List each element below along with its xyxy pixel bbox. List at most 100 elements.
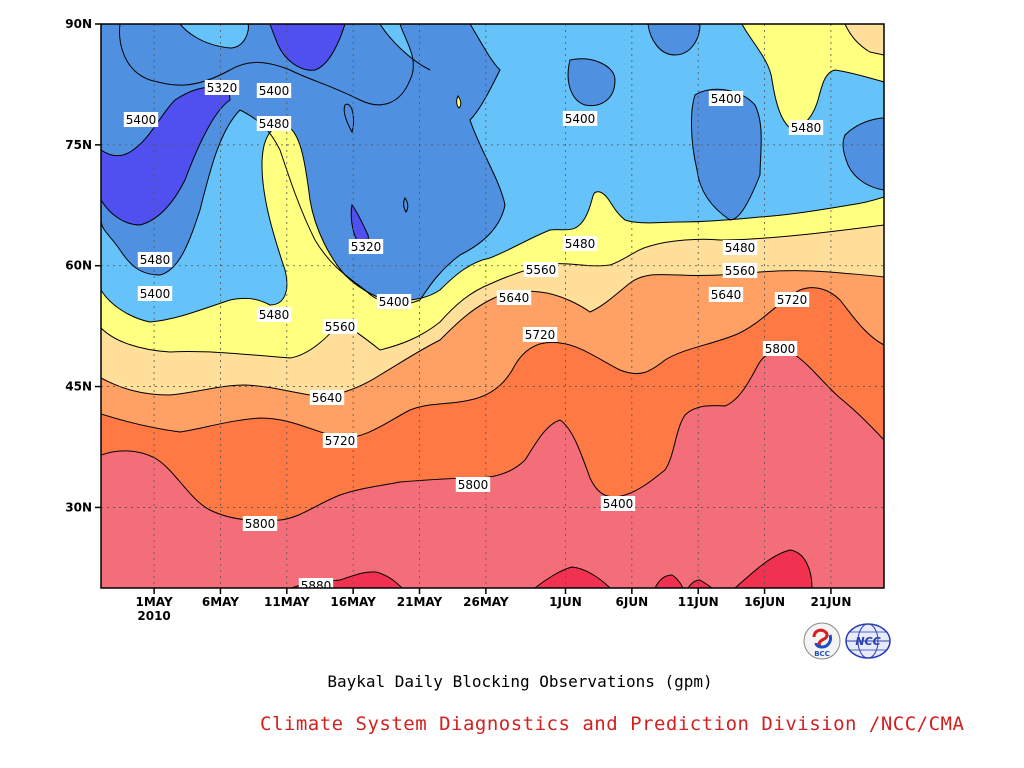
x-tick-label: 16JUN <box>744 595 785 609</box>
contour-label-text: 5720 <box>777 293 808 307</box>
band-above-5880 <box>292 550 812 588</box>
contour-label: 5400 <box>137 286 173 301</box>
contour-label: 5880 <box>298 578 334 593</box>
contour-fill-layers: 5400 5320 5400 5480 5400 5480 5400 5320 5400 5480… <box>101 24 884 593</box>
contour-label: 5480 <box>562 236 598 251</box>
contour-label-text: 5400 <box>259 84 290 98</box>
contour-label-bg <box>256 116 292 131</box>
contour-label-text: 5800 <box>458 478 489 492</box>
contour-label-bg <box>455 477 491 492</box>
contour-label-text: 5480 <box>565 237 596 251</box>
contour-label-text: 5480 <box>140 253 171 267</box>
contour-label-text: 5400 <box>126 113 157 127</box>
ncc-logo-text: NCC <box>855 635 880 648</box>
contour-label-bg <box>298 578 334 588</box>
contour-label: 5560 <box>322 319 358 334</box>
contour-label-text: 5640 <box>312 391 343 405</box>
contour-label: 5640 <box>496 290 532 305</box>
contour-label-bg <box>523 262 559 277</box>
contour-label-bg <box>322 319 358 334</box>
contour-label-text: 5320 <box>207 81 238 95</box>
contour-label: 5400 <box>123 112 159 127</box>
contour-label: 5480 <box>256 116 292 131</box>
contour-label-text: 5480 <box>791 121 822 135</box>
x-tick-label: 1JUN <box>549 595 582 609</box>
contour-label-text: 5800 <box>245 517 276 531</box>
x-tick-label: 11JUN <box>678 595 719 609</box>
contour-label: 5320 <box>204 80 240 95</box>
contour-label-text: 5400 <box>603 497 634 511</box>
contour-label-text: 5400 <box>140 287 171 301</box>
contour-label-bg <box>348 239 384 254</box>
contour-label: 5720 <box>774 292 810 307</box>
contour-label: 5480 <box>788 120 824 135</box>
x-tick-label: 6MAY <box>202 595 239 609</box>
band-below-5320-top <box>270 24 345 71</box>
ncc-logo: NCC <box>845 623 891 659</box>
x-tick-label: 21JUN <box>810 595 851 609</box>
contour-label-text: 5880 <box>301 579 332 593</box>
contour-chart: 5400 5320 5400 5480 5400 5480 5400 5320 5400 5480… <box>65 17 885 623</box>
contour-label: 5480 <box>137 252 173 267</box>
contour-label: 5400 <box>708 91 744 106</box>
contour-label-bg <box>722 263 758 278</box>
y-tick-label: 60N <box>65 259 92 273</box>
contour-label: 5400 <box>376 294 412 309</box>
contour-label-bg <box>204 80 240 95</box>
contour-label-bg <box>708 91 744 106</box>
contour-label-text: 5640 <box>499 291 530 305</box>
contour-label-text: 5320 <box>351 240 382 254</box>
contour-label-bg <box>137 286 173 301</box>
contour-label-bg <box>788 120 824 135</box>
contour-label: 5400 <box>600 496 636 511</box>
contour-label-text: 5720 <box>525 328 556 342</box>
contour-label-bg <box>309 390 345 405</box>
chart-caption: Baykal Daily Blocking Observations (gpm) <box>327 672 713 691</box>
contour-label-bg <box>762 341 798 356</box>
contour-label: 5800 <box>455 477 491 492</box>
y-tick-label: 75N <box>65 138 92 152</box>
contour-label: 5720 <box>522 327 558 342</box>
band-5320-5400-topright <box>568 24 884 220</box>
contour-label-bg <box>708 287 744 302</box>
contour-label-bg <box>242 516 278 531</box>
contour-label-text: 5480 <box>259 117 290 131</box>
bcc-logo-text: BCC <box>814 650 830 658</box>
x-tick-label: 1MAY <box>136 595 173 609</box>
contour-label: 5480 <box>256 307 292 322</box>
contour-labels: 5400 5320 5400 5480 5400 5480 5400 5320 5400 5480… <box>123 80 824 593</box>
contour-label: 5560 <box>523 262 559 277</box>
contour-label: 5640 <box>708 287 744 302</box>
x-tick-label: 21MAY <box>397 595 443 609</box>
contour-label: 5560 <box>722 263 758 278</box>
contour-label-bg <box>496 290 532 305</box>
x-tick-label: 11MAY <box>264 595 310 609</box>
contour-label-bg <box>256 307 292 322</box>
contour-label-text: 5720 <box>325 434 356 448</box>
contour-label-text: 5480 <box>725 241 756 255</box>
band-5320-left-edge <box>101 24 150 115</box>
contour-label-bg <box>522 327 558 342</box>
x-tick-label: 26MAY <box>463 595 509 609</box>
contour-label-bg <box>562 111 598 126</box>
grid-lines <box>101 24 884 588</box>
contour-label-text: 5800 <box>765 342 796 356</box>
band-5800-5880 <box>101 351 884 588</box>
y-axis: 30N 45N 60N 75N 90N <box>65 17 101 514</box>
bcc-logo: BCC <box>803 622 841 660</box>
contour-label-bg <box>137 252 173 267</box>
contour-label-bg <box>376 294 412 309</box>
contour-label-bg <box>562 236 598 251</box>
contour-label-bg <box>722 240 758 255</box>
contour-label: 5800 <box>242 516 278 531</box>
contour-label: 5400 <box>562 111 598 126</box>
x-tick-label: 6JUN <box>616 595 649 609</box>
band-below-5320-left <box>101 87 230 226</box>
contour-label-text: 5640 <box>711 288 742 302</box>
y-tick-label: 45N <box>65 380 92 394</box>
contour-label-bg <box>322 433 358 448</box>
band-below-5320-small <box>351 205 369 244</box>
contour-label-bg <box>123 112 159 127</box>
contour-label-bg <box>256 83 292 98</box>
